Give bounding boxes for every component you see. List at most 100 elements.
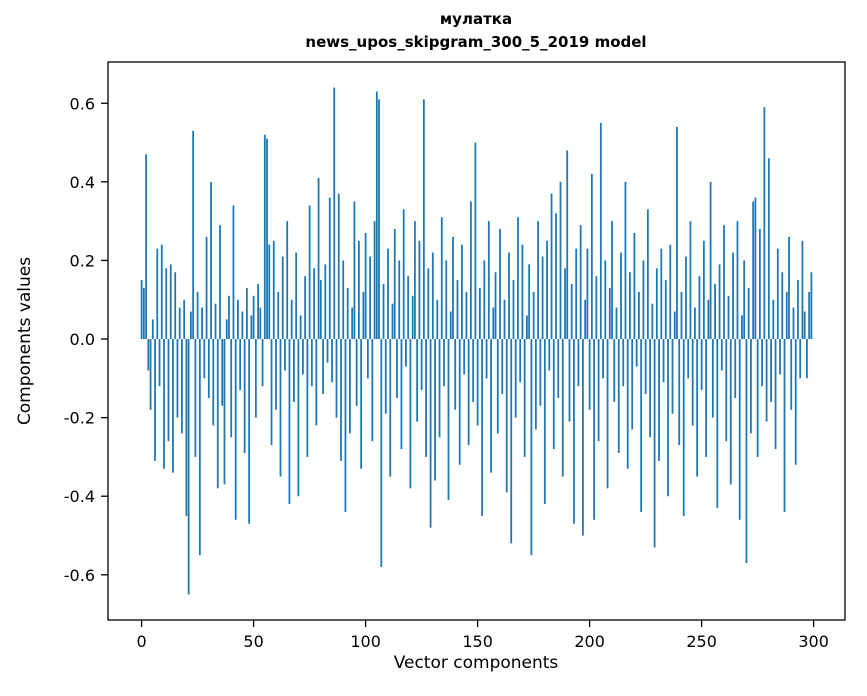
bar — [803, 311, 806, 340]
bar — [181, 339, 183, 434]
bar — [297, 339, 300, 497]
y-tick-label: -0.2 — [64, 409, 95, 428]
plot-frame — [107, 61, 846, 621]
axis-tick-labels: 0 50 100 150 200 250 300 -0.6 -0.4 -0.2 0.0 0.2 0.4 0… — [64, 94, 829, 651]
y-tick-label: 0.4 — [70, 173, 95, 192]
bar — [299, 315, 302, 340]
bar — [178, 307, 181, 340]
bar — [277, 291, 280, 340]
bar — [794, 339, 797, 465]
bar — [519, 339, 522, 383]
bar — [741, 315, 743, 340]
bar — [342, 260, 345, 340]
bar — [322, 339, 324, 395]
bar — [301, 339, 304, 375]
bar — [788, 236, 790, 340]
bar — [402, 209, 405, 340]
bar — [313, 268, 315, 340]
bar — [360, 339, 363, 469]
x-tick-label: 50 — [243, 632, 263, 651]
bar — [422, 99, 425, 340]
bar — [261, 339, 264, 387]
bar — [761, 339, 764, 387]
bar — [783, 339, 786, 512]
bar — [230, 339, 233, 438]
bar — [331, 339, 333, 383]
bar — [335, 339, 338, 418]
bar — [608, 287, 611, 340]
x-tick-label: 0 — [137, 632, 147, 651]
bar — [526, 315, 528, 340]
bar — [145, 154, 147, 340]
bar — [790, 339, 793, 410]
bar — [539, 339, 542, 406]
bar — [286, 221, 289, 340]
bar — [604, 260, 607, 340]
bar — [216, 339, 219, 489]
bar — [772, 299, 775, 340]
bar — [382, 284, 385, 340]
bar — [680, 291, 683, 340]
bar — [463, 339, 466, 375]
bar — [597, 339, 600, 442]
bar — [380, 339, 383, 567]
bar — [254, 339, 257, 418]
bar — [149, 339, 152, 410]
bar — [606, 339, 609, 489]
bar — [590, 173, 593, 340]
bar — [593, 339, 595, 520]
bar — [691, 339, 694, 426]
bar — [642, 260, 645, 340]
bar — [653, 339, 656, 548]
bar — [192, 130, 195, 340]
bar — [649, 339, 651, 438]
bar — [631, 339, 634, 430]
bar — [315, 339, 318, 426]
bar — [440, 217, 443, 340]
bar — [582, 339, 584, 536]
bar — [167, 339, 170, 442]
bar — [512, 280, 515, 340]
bar — [201, 307, 203, 340]
bar — [534, 339, 537, 430]
bar — [232, 205, 235, 340]
bar — [758, 229, 761, 340]
bar — [725, 339, 728, 442]
bar — [454, 339, 457, 410]
bar — [362, 291, 365, 340]
bar — [205, 236, 208, 340]
bar — [528, 264, 531, 340]
axis-ticks — [101, 102, 815, 627]
bar — [436, 299, 439, 340]
bar — [243, 339, 246, 453]
x-tick-label: 200 — [574, 632, 605, 651]
bar — [801, 240, 804, 340]
bar — [602, 339, 604, 379]
bar — [476, 339, 479, 426]
bar — [676, 126, 678, 340]
bar — [187, 339, 190, 595]
bar — [736, 221, 739, 340]
bar — [214, 303, 217, 340]
bar — [734, 339, 737, 398]
bar — [387, 248, 389, 340]
bar — [461, 244, 463, 340]
bar — [716, 339, 719, 509]
bar — [340, 339, 342, 461]
bar — [620, 252, 622, 340]
bar — [326, 339, 329, 363]
bar — [792, 307, 795, 340]
bar — [745, 339, 748, 564]
bar — [723, 225, 725, 340]
bar — [557, 339, 560, 398]
bar — [664, 280, 667, 340]
bar — [503, 299, 506, 340]
bar — [763, 107, 766, 340]
bar — [575, 248, 578, 340]
bar — [165, 268, 168, 340]
bar — [221, 339, 224, 406]
bar — [405, 339, 407, 367]
bar — [588, 339, 591, 410]
bar — [494, 272, 497, 340]
bar — [541, 256, 544, 340]
